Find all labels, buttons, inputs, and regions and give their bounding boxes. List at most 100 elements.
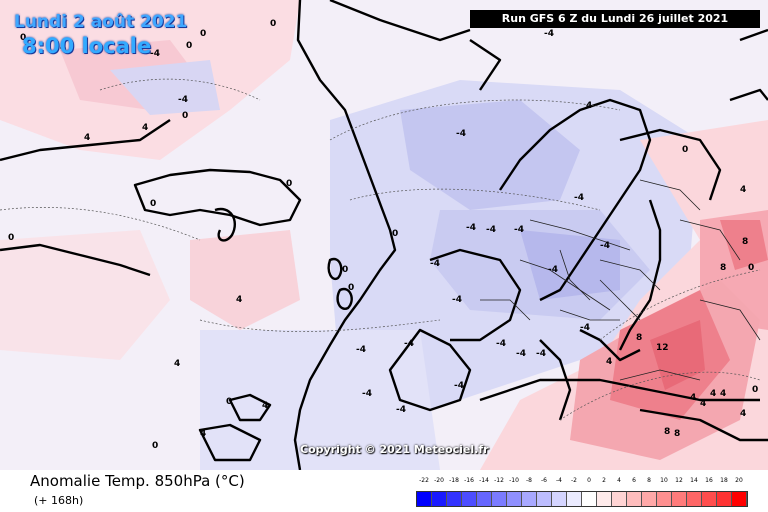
contour-label: -4: [454, 381, 464, 391]
contour-label: 4: [606, 357, 612, 367]
color-scale-tick: -14: [479, 477, 489, 484]
color-scale-swatch: [732, 492, 747, 506]
contour-label: -4: [456, 129, 466, 139]
contour-label: -4: [486, 225, 496, 235]
contour-label: -4: [574, 193, 584, 203]
contour-label: 12: [656, 343, 669, 353]
contour-label: 0: [150, 199, 156, 209]
contour-label: -4: [496, 339, 506, 349]
color-scale-swatch: [672, 492, 687, 506]
contour-label: 0: [200, 29, 206, 39]
color-scale-tick: 8: [647, 477, 651, 484]
color-scale-tick: -2: [571, 477, 577, 484]
contour-label: -4: [516, 349, 526, 359]
color-scale-swatch: [537, 492, 552, 506]
contour-label: -4: [580, 323, 590, 333]
contour-label: 4: [142, 123, 148, 133]
contour-label: -4: [362, 389, 372, 399]
contour-label: 4: [690, 393, 696, 403]
contour-label: 0: [270, 19, 276, 29]
color-scale-tick: -16: [464, 477, 474, 484]
contour-label: -4: [514, 225, 524, 235]
contour-label: 0: [286, 179, 292, 189]
contour-label: 4: [720, 389, 726, 399]
color-scale-tick: 16: [705, 477, 713, 484]
color-scale-swatch: [522, 492, 537, 506]
contour-label: 0: [748, 263, 754, 273]
copyright-notice: Copyright © 2021 Meteociel.fr: [300, 443, 489, 456]
color-scale-swatch: [492, 492, 507, 506]
color-scale-swatch: [612, 492, 627, 506]
contour-label: 0: [152, 441, 158, 451]
color-scale-swatch: [717, 492, 732, 506]
color-scale-swatch: [687, 492, 702, 506]
contour-label: -4: [178, 95, 188, 105]
color-scale-tick: 14: [690, 477, 698, 484]
color-scale-swatch: [477, 492, 492, 506]
contour-label: -4: [356, 345, 366, 355]
color-scale-tick: 12: [675, 477, 683, 484]
color-scale-tick: 20: [735, 477, 743, 484]
color-scale-bar: [416, 491, 748, 507]
contour-label: -4: [466, 223, 476, 233]
contour-label: 4: [262, 401, 268, 411]
contour-label: 0: [186, 41, 192, 51]
color-scale-swatch: [417, 492, 432, 506]
contour-label: 8: [720, 263, 726, 273]
color-scale-swatch: [642, 492, 657, 506]
legend-subtitle: (+ 168h): [34, 494, 84, 507]
contour-label: 4: [84, 133, 90, 143]
color-scale-swatch: [582, 492, 597, 506]
contour-label: -4: [548, 265, 558, 275]
color-scale-swatch: [597, 492, 612, 506]
contour-labels: 0 0 0 0 -4 -4 4 4 0 -4 -4 -4 -4 -4 -4 -4…: [8, 19, 758, 451]
contour-label: 8: [636, 333, 642, 343]
color-scale-tick: -22: [419, 477, 429, 484]
contour-label: 4: [740, 185, 746, 195]
contour-label: 0: [226, 397, 232, 407]
contour-label: 4: [710, 389, 716, 399]
contour-label: -4: [600, 241, 610, 251]
coastlines: [0, 0, 768, 470]
contour-label: 0: [8, 233, 14, 243]
contour-label: -4: [396, 405, 406, 415]
contour-label: 4: [740, 409, 746, 419]
contour-label: -4: [150, 49, 160, 59]
anomaly-fields: [0, 0, 768, 470]
contour-label: 0: [682, 145, 688, 155]
color-scale-swatch: [507, 492, 522, 506]
color-scale-tick: -12: [494, 477, 504, 484]
color-scale-swatch: [432, 492, 447, 506]
color-scale-swatch: [552, 492, 567, 506]
contour-label: 4: [586, 101, 592, 111]
color-scale-tick: 4: [617, 477, 621, 484]
color-scale-tick: 6: [632, 477, 636, 484]
color-scale-swatch: [627, 492, 642, 506]
contour-label: -4: [544, 29, 554, 39]
color-scale-swatch: [657, 492, 672, 506]
model-run-banner: Run GFS 6 Z du Lundi 26 juillet 2021: [470, 10, 760, 28]
country-borders: [480, 179, 761, 381]
contour-label: 0: [392, 229, 398, 239]
color-scale-tick: 10: [660, 477, 668, 484]
anomaly-contours: [0, 78, 761, 421]
color-scale-tick: 0: [587, 477, 591, 484]
forecast-time-title: 8:00 locale: [22, 34, 152, 58]
weather-map: 0 0 0 0 -4 -4 4 4 0 -4 -4 -4 -4 -4 -4 -4…: [0, 0, 768, 470]
color-scale-tick: -10: [509, 477, 519, 484]
contour-label: -4: [404, 339, 414, 349]
contour-label: 8: [664, 427, 670, 437]
color-scale-tick: -18: [449, 477, 459, 484]
color-scale-swatch: [447, 492, 462, 506]
color-scale-tick: -6: [541, 477, 547, 484]
color-scale: -22 -20 -18 -16 -14 -12 -10 -8 -6 -4 -2 0 2 4 6 8 10 12 14…: [416, 477, 752, 509]
contour-label: 0: [182, 111, 188, 121]
contour-label: 0: [348, 283, 354, 293]
forecast-date-title: Lundi 2 août 2021: [14, 12, 188, 32]
contour-label: 4: [60, 43, 66, 53]
color-scale-swatch: [567, 492, 582, 506]
legend-title: Anomalie Temp. 850hPa (°C): [30, 472, 245, 490]
contour-label: -4: [430, 259, 440, 269]
color-scale-tick: -20: [434, 477, 444, 484]
color-scale-tick: 2: [602, 477, 606, 484]
